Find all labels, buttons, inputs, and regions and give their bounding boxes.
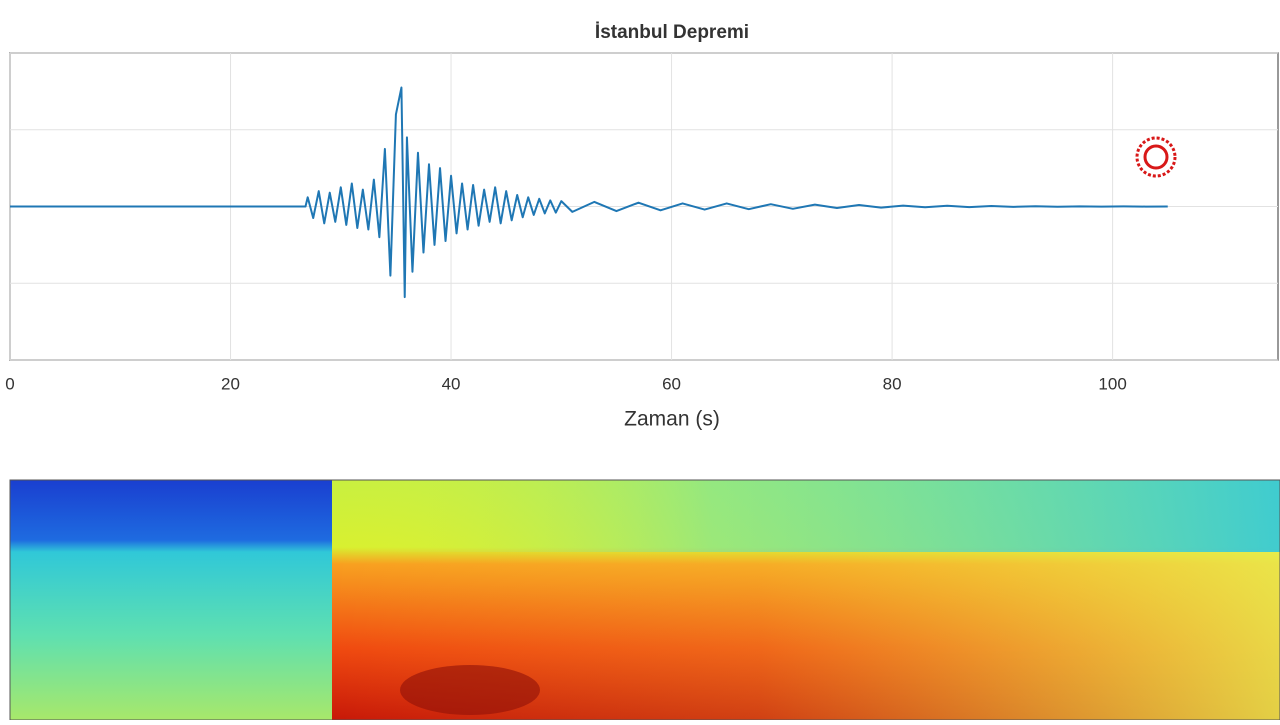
spectrogram-high-freq <box>332 480 1280 552</box>
waveform-line <box>10 86 1168 299</box>
spectrogram-quiet <box>10 480 332 720</box>
x-tick-label: 40 <box>442 374 461 393</box>
x-tick-label: 80 <box>883 374 902 393</box>
spectrogram-peak <box>400 665 540 715</box>
chart-title: İstanbul Depremi <box>595 22 749 43</box>
spectrogram <box>9 479 1280 721</box>
plot-area: 0 20 40 60 80 100 <box>5 52 1279 393</box>
x-tick-label: 0 <box>5 374 14 393</box>
x-tick-label: 60 <box>662 374 681 393</box>
x-tick-label: 100 <box>1098 374 1126 393</box>
logo <box>1135 136 1177 178</box>
x-axis-label: Zaman (s) <box>624 408 720 431</box>
x-tick-label: 20 <box>221 374 240 393</box>
